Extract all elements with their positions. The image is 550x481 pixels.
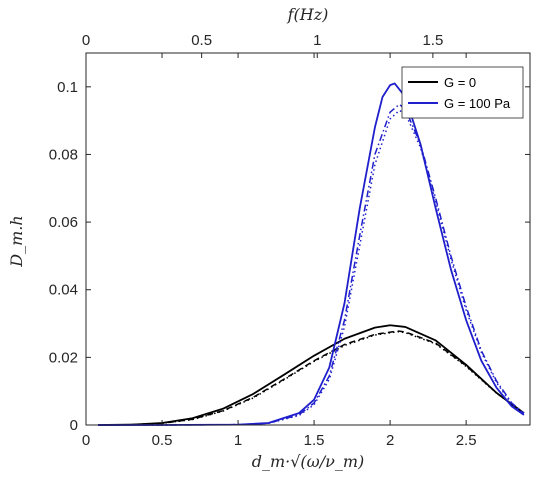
x-tick-label: 0.5 bbox=[152, 432, 173, 449]
x-tick-label: 0 bbox=[82, 432, 90, 449]
y-tick-label: 0.08 bbox=[49, 146, 78, 163]
y-tick-label: 0.02 bbox=[49, 349, 78, 366]
y-tick-label: 0.06 bbox=[49, 214, 78, 231]
legend-entry-g100: G = 100 Pa bbox=[444, 96, 511, 111]
tick-layer: 0 0.5 1 1.5 2 2.5 0 0.02 0.04 0.06 0.08 0.1 0 0.5 1 1.5 bbox=[49, 32, 530, 449]
y-tick-label: 0.1 bbox=[57, 79, 78, 96]
series-line-4 bbox=[98, 82, 525, 426]
top-x-tick-label: 0.5 bbox=[191, 32, 212, 49]
series-layer bbox=[98, 82, 525, 426]
plot-frame bbox=[85, 52, 531, 426]
top-x-tick-label: 1 bbox=[313, 32, 321, 49]
legend: G = 0 G = 100 Pa bbox=[401, 66, 524, 119]
top-x-tick-label: 1.5 bbox=[422, 32, 443, 49]
top-x-axis-label: f(Hz) bbox=[287, 5, 329, 24]
top-x-tick-label: 0 bbox=[82, 32, 90, 49]
legend-box bbox=[401, 66, 524, 119]
x-tick-label: 1 bbox=[234, 432, 242, 449]
y-axis-label: D_m.h bbox=[7, 215, 26, 267]
x-tick-label: 1.5 bbox=[304, 432, 325, 449]
legend-entry-g0: G = 0 bbox=[444, 75, 476, 90]
x-axis-label: d_m·√(ω/ν_m) bbox=[252, 452, 365, 471]
series-line-3 bbox=[98, 330, 525, 426]
series-line-1 bbox=[98, 324, 525, 426]
y-tick-label: 0.04 bbox=[49, 282, 78, 299]
x-axis-label-text: d_m·√(ω/ν_m) bbox=[252, 452, 365, 471]
x-tick-label: 2 bbox=[386, 432, 394, 449]
y-tick-label: 0 bbox=[70, 417, 78, 434]
series-line-6 bbox=[98, 109, 525, 426]
x-tick-label: 2.5 bbox=[456, 432, 477, 449]
